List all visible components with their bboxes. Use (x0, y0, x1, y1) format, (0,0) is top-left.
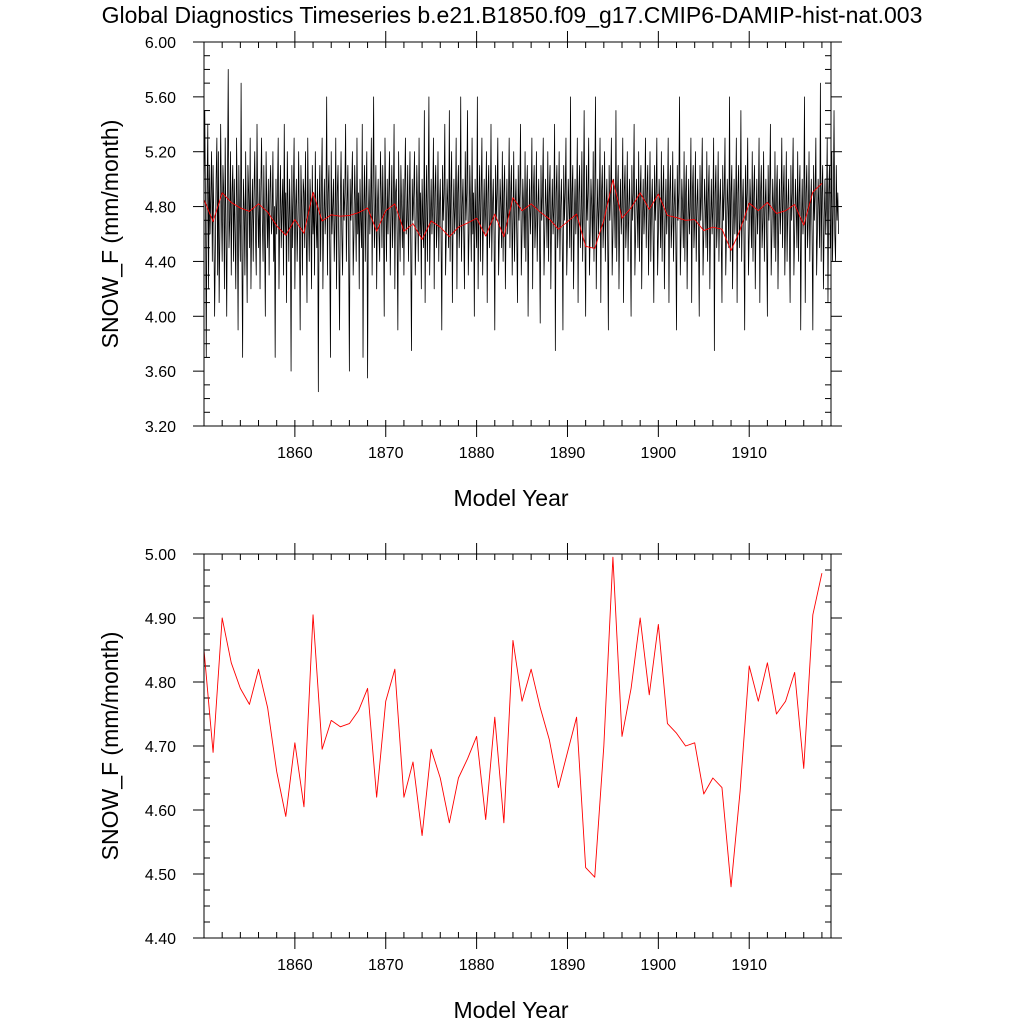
bottom-y-axis-title: SNOW_F (mm/month) (97, 632, 123, 861)
bottom-y-tick-label: 4.50 (145, 867, 176, 884)
bottom-x-tick-label: 1880 (459, 957, 495, 974)
bottom-x-tick-label: 1900 (641, 957, 677, 974)
bottom-y-tick-label: 4.70 (145, 739, 176, 756)
bottom-annual-series-line (203, 556, 823, 888)
bottom-x-tick-label: 1870 (368, 957, 404, 974)
top-y-tick-label: 5.20 (145, 145, 176, 162)
top-x-tick-label: 1880 (459, 445, 495, 462)
top-x-tick-label: 1910 (731, 445, 767, 462)
figure-title: Global Diagnostics Timeseries b.e21.B185… (101, 2, 923, 28)
bottom-x-axis-title: Model Year (453, 997, 568, 1023)
bottom-tick-group: 1860 1870 1880 1890 1900 1910 4.40 4.50 4.60 4.70… (145, 543, 842, 974)
top-annual-series-line (203, 179, 823, 251)
top-y-tick-label: 4.00 (145, 309, 176, 326)
top-y-tick-label: 3.20 (145, 419, 176, 436)
bottom-y-tick-label: 5.00 (145, 547, 176, 564)
bottom-x-tick-label: 1890 (550, 957, 586, 974)
top-y-axis-title: SNOW_F (mm/month) (97, 120, 123, 349)
top-y-tick-label: 6.00 (145, 35, 176, 52)
top-x-tick-label: 1890 (550, 445, 586, 462)
bottom-y-tick-label: 4.60 (145, 803, 176, 820)
bottom-x-tick-label: 1860 (277, 957, 313, 974)
bottom-y-tick-label: 4.40 (145, 931, 176, 948)
bottom-series-group (203, 556, 823, 888)
bottom-plot-frame (203, 553, 832, 939)
top-x-tick-label: 1860 (277, 445, 313, 462)
bottom-y-tick-label: 4.90 (145, 611, 176, 628)
top-x-tick-label: 1870 (368, 445, 404, 462)
bottom-x-tick-label: 1910 (731, 957, 767, 974)
top-y-tick-label: 5.60 (145, 90, 176, 107)
top-series-group (203, 69, 839, 393)
top-x-axis-title: Model Year (453, 485, 568, 511)
top-plot-frame (203, 41, 832, 427)
top-x-tick-label: 1900 (641, 445, 677, 462)
bottom-y-tick-label: 4.80 (145, 675, 176, 692)
top-y-tick-label: 3.60 (145, 364, 176, 381)
top-y-tick-label: 4.40 (145, 254, 176, 271)
top-y-tick-label: 4.80 (145, 200, 176, 217)
